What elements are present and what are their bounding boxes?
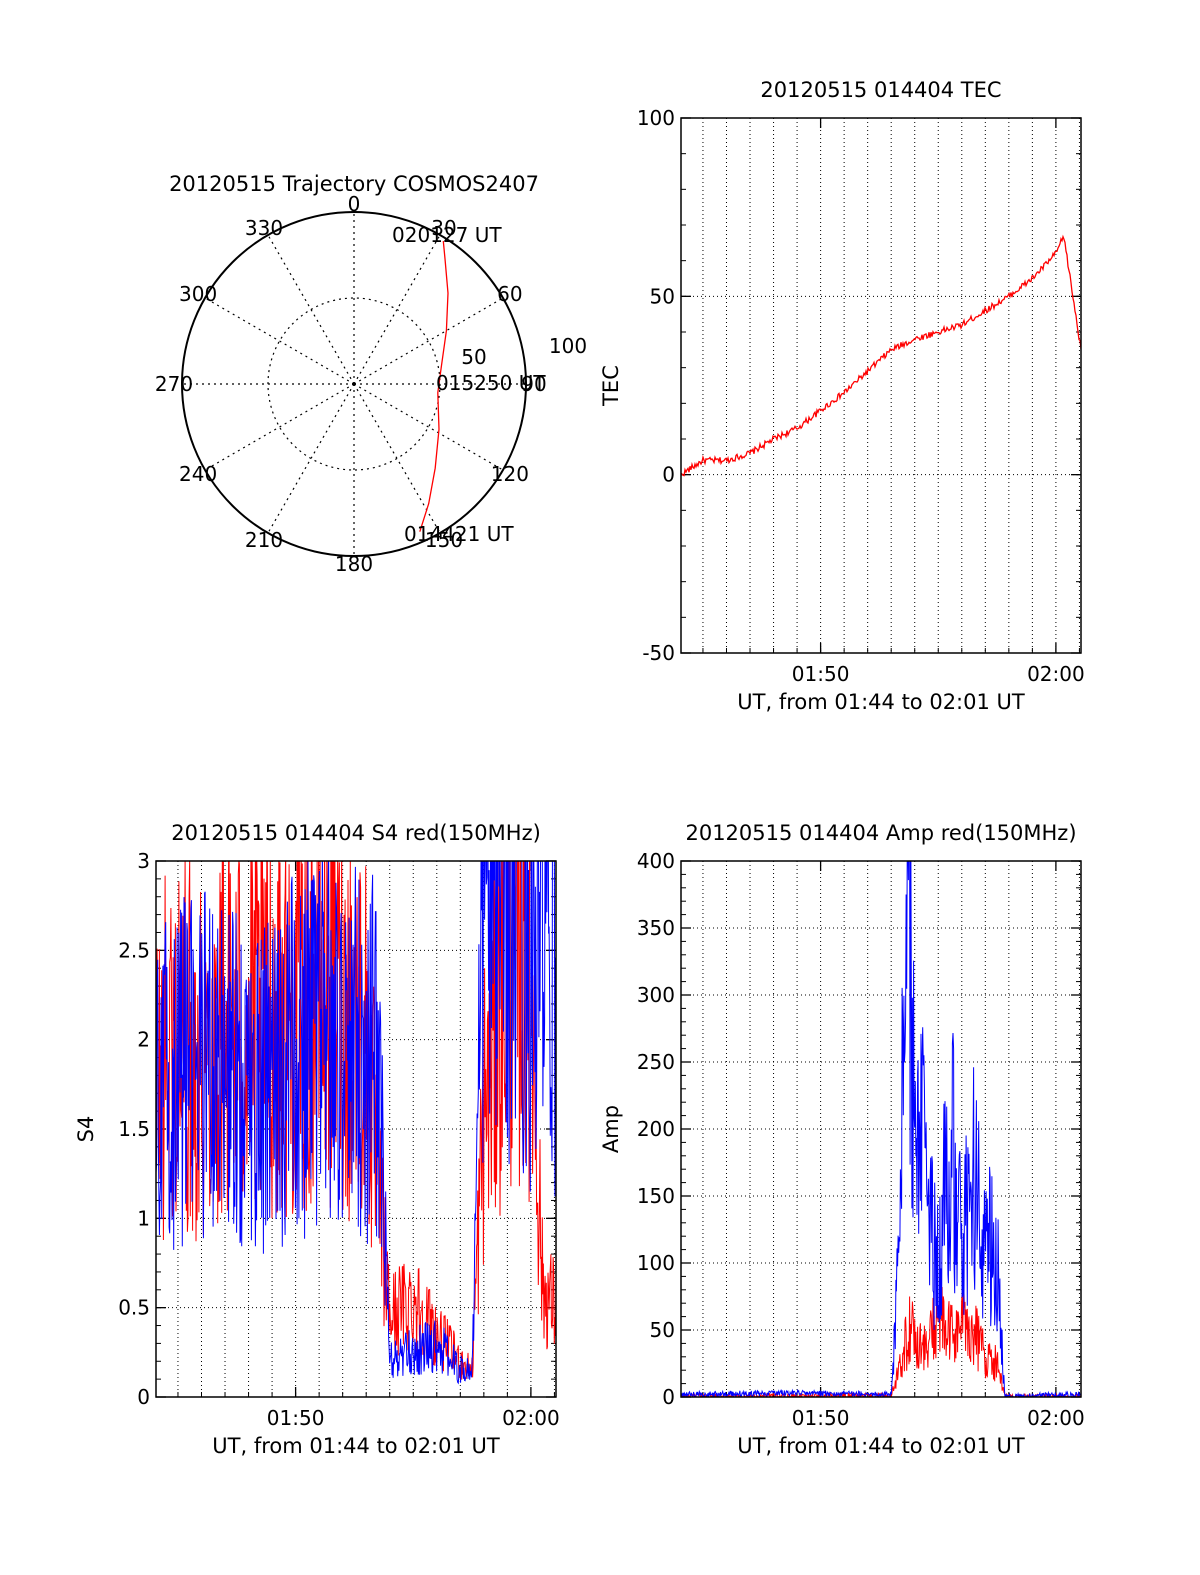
amp-series-1-line: [681, 861, 1081, 1397]
y-tick-label: 3: [137, 849, 150, 873]
y-tick-label: 250: [637, 1050, 675, 1074]
y-tick-label: -50: [642, 641, 675, 665]
tec-plot-frame: [680, 117, 1082, 654]
radial-label: 50: [461, 345, 486, 369]
y-tick-label: 50: [650, 1318, 675, 1342]
trajectory-end-label: 020127 UT: [392, 223, 502, 247]
y-tick-label: 300: [637, 983, 675, 1007]
azimuth-label: 120: [491, 462, 529, 486]
amp-y-axis-label: Amp: [599, 1105, 623, 1153]
trajectory-line: [419, 241, 449, 532]
x-tick-label: 02:00: [1027, 662, 1085, 686]
y-tick-label: 100: [637, 106, 675, 130]
polar-spoke: [353, 234, 441, 385]
azimuth-label: 270: [155, 372, 193, 396]
x-tick-label: 01:50: [792, 1406, 850, 1430]
y-tick-label: 0.5: [118, 1296, 150, 1320]
y-tick-label: 350: [637, 916, 675, 940]
y-tick-label: 0: [137, 1385, 150, 1409]
tec-series-0-line: [681, 234, 1081, 477]
polar-spoke: [267, 383, 355, 534]
polar-spoke: [353, 297, 504, 385]
x-tick-label: 02:00: [1027, 1406, 1085, 1430]
azimuth-label: 330: [245, 216, 283, 240]
amp-x-axis-label: UT, from 01:44 to 02:01 UT: [737, 1434, 1025, 1458]
trajectory-title: 20120515 Trajectory COSMOS2407: [169, 172, 539, 196]
azimuth-label: 90: [521, 372, 546, 396]
tec-panel: 20120515 014404 TEC -50 0 50 100 01:50 02:00UT…: [599, 78, 1085, 714]
azimuth-label: 0: [348, 192, 361, 216]
amp-plot-frame: [680, 860, 1082, 1398]
y-tick-label: 100: [637, 1251, 675, 1275]
s4-y-axis-label: S4: [74, 1116, 98, 1143]
polar-spoke: [204, 383, 355, 471]
azimuth-label: 300: [179, 282, 217, 306]
y-tick-label: 200: [637, 1117, 675, 1141]
y-tick-label: 150: [637, 1184, 675, 1208]
trajectory-start-label: 014421 UT: [404, 522, 514, 546]
y-tick-label: 1.5: [118, 1117, 150, 1141]
azimuth-label: 210: [245, 528, 283, 552]
azimuth-label: 60: [497, 282, 522, 306]
y-tick-label: 50: [650, 284, 675, 308]
trajectory-mid-label: 015250 UT: [436, 371, 546, 395]
polar-spoke: [267, 234, 355, 385]
x-tick-label: 01:50: [792, 662, 850, 686]
polar-outer-ring: [181, 211, 527, 557]
polar-spoke: [204, 297, 355, 385]
trajectory-panel: 20120515 Trajectory COSMOS2407 0 30 60 90 12…: [155, 172, 587, 576]
azimuth-label: 180: [335, 552, 373, 576]
trajectory-track: [419, 241, 449, 532]
s4-panel: 20120515 014404 S4 red(150MHz) 0 0.5 1 1.5 2 2…: [74, 821, 560, 1458]
azimuth-label: 30: [431, 216, 456, 240]
s4-x-axis-label: UT, from 01:44 to 02:01 UT: [212, 1434, 500, 1458]
s4-plot-frame: [155, 860, 557, 1398]
polar-spoke: [353, 383, 504, 471]
tec-y-axis-label: TEC: [599, 365, 623, 407]
azimuth-label: 150: [425, 528, 463, 552]
polar-grid: [181, 211, 527, 557]
amp-panel: 20120515 014404 Amp red(150MHz) 0 50 100 150…: [599, 821, 1085, 1458]
s4-title: 20120515 014404 S4 red(150MHz): [171, 821, 541, 845]
tec-x-axis-label: UT, from 01:44 to 02:01 UT: [737, 690, 1025, 714]
amp-series-0-line: [681, 1282, 1081, 1397]
amp-title: 20120515 014404 Amp red(150MHz): [685, 821, 1076, 845]
polar-radial-labels: 50 100: [461, 334, 587, 369]
x-tick-label: 02:00: [502, 1406, 560, 1430]
polar-spoke: [353, 383, 441, 534]
y-tick-label: 1: [137, 1206, 150, 1230]
y-tick-label: 0: [662, 463, 675, 487]
y-tick-label: 0: [662, 1385, 675, 1409]
y-tick-label: 400: [637, 849, 675, 873]
radial-label: 100: [549, 334, 587, 358]
polar-azimuth-labels: 0 30 60 90 120 150 180 210 240 270 300 330: [155, 192, 547, 576]
y-tick-label: 2: [137, 1028, 150, 1052]
tec-title: 20120515 014404 TEC: [760, 78, 1001, 102]
y-tick-label: 2.5: [118, 938, 150, 962]
x-tick-label: 01:50: [267, 1406, 325, 1430]
azimuth-label: 240: [179, 462, 217, 486]
s4-series-1-line: [156, 861, 556, 1385]
